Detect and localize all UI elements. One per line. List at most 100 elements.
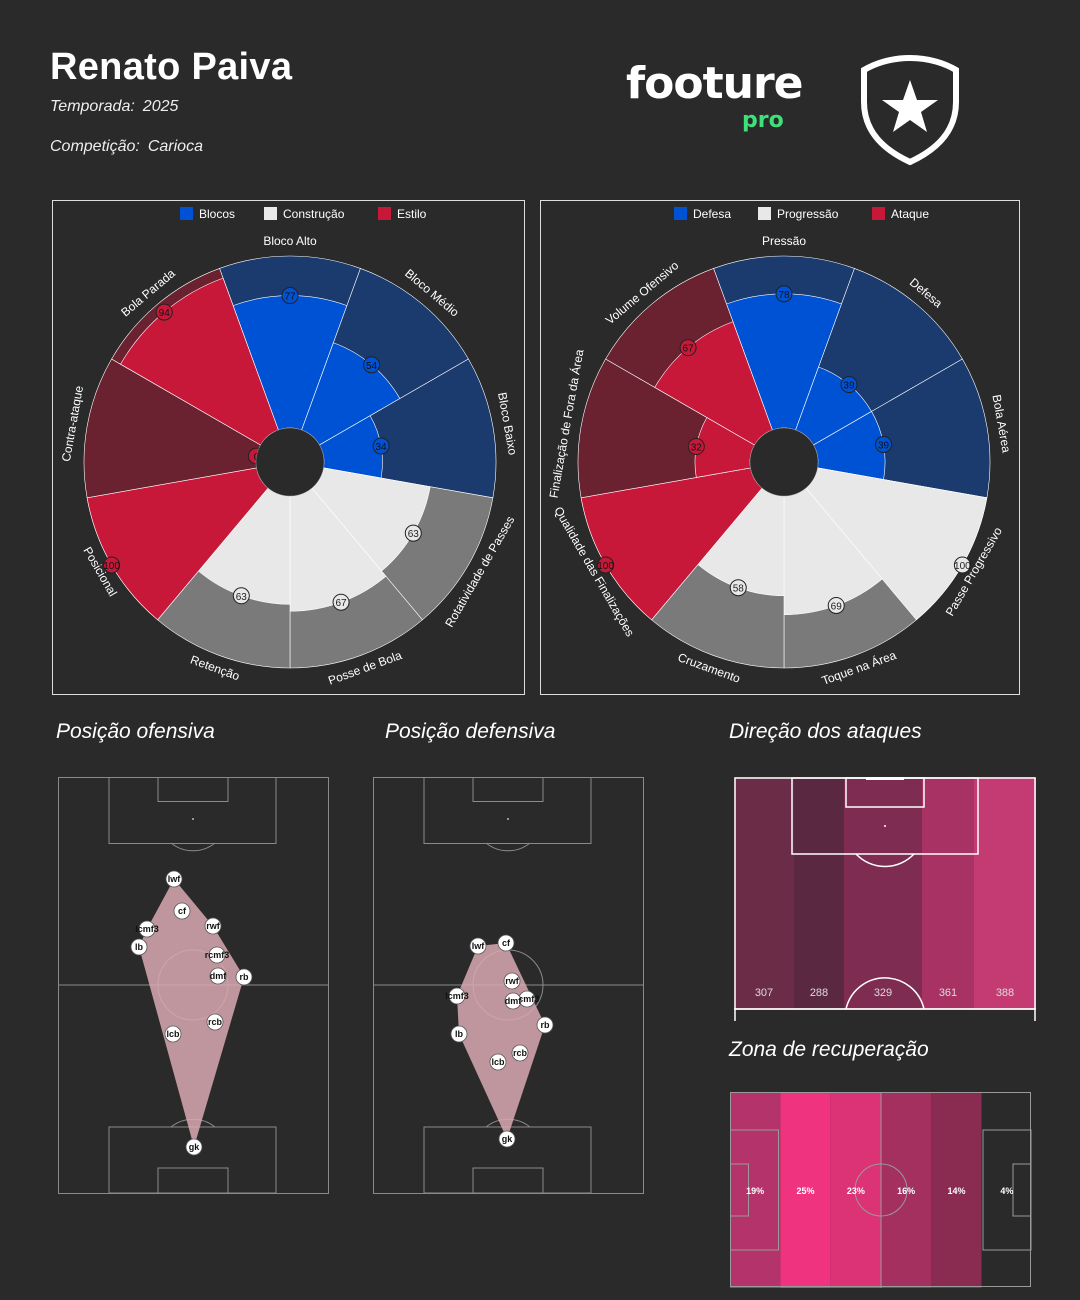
legend-swatch [378, 207, 391, 220]
top-penalty-box [423, 777, 592, 844]
legend-swatch [180, 207, 193, 220]
player-dot [130, 938, 148, 956]
player-label: rwf [206, 921, 221, 931]
legend-label: Estilo [397, 207, 427, 221]
logo-sub: pro [742, 108, 784, 133]
attack-center-arc [845, 977, 925, 1010]
polar-hub [749, 427, 819, 497]
player-dot [448, 987, 466, 1005]
bottom-goal-box [472, 1167, 544, 1194]
player-dot [165, 870, 183, 888]
value-badge [729, 579, 747, 597]
category-label: Bola Aérea [989, 394, 1013, 455]
polar-chart-2-panel: Defesa Progressão Ataque 78 Pressão 39 Defesa 3… [540, 200, 1020, 695]
attack-lane [734, 777, 794, 1009]
recovery-zone [981, 1092, 1032, 1288]
lane-value: 329 [874, 987, 892, 999]
player-dot [235, 968, 253, 986]
player-label: rwf [505, 976, 520, 986]
player-dot [536, 1016, 554, 1034]
player-dot [204, 917, 222, 935]
attack-top-arc [855, 853, 915, 868]
value-label: 34 [376, 442, 388, 453]
club-crest-icon [861, 54, 959, 166]
footure-logo: footure pro [626, 62, 803, 134]
attack-direction-chart: 307 288 329 361 388 [734, 777, 1036, 1021]
offensive-pitch: lwf cf rwf lcmf3 lb rcmf3 dmf rb rcb lcb gk [58, 777, 329, 1194]
value-label: 63 [408, 529, 420, 540]
player-label: rcmf3 [515, 994, 540, 1004]
legend-swatch [758, 207, 771, 220]
attack-direction-title: Direção dos ataques [729, 720, 922, 743]
top-goal-box [472, 777, 544, 802]
value-label: 77 [284, 292, 296, 303]
competition-row: Competição: Carioca [50, 138, 203, 156]
recovery-zone-chart: 19% 25% 23% 16% 14% 4% [730, 1092, 1032, 1288]
recovery-zone [881, 1092, 932, 1288]
value-label: 100 [597, 561, 614, 572]
player-label: rcb [208, 1017, 223, 1027]
value-badge [953, 556, 971, 574]
recovery-value: 16% [897, 1186, 915, 1196]
attack-lane [922, 777, 974, 1009]
legend-swatch [674, 207, 687, 220]
player-dot [469, 937, 487, 955]
value-label: 67 [335, 598, 347, 609]
value-label: 69 [831, 601, 843, 612]
player-dot [164, 1025, 182, 1043]
recovery-value: 23% [847, 1186, 865, 1196]
player-label: lb [455, 1029, 464, 1039]
polar-chart-1: Blocos Construção Estilo 77 Bloco Alto 54 Bloc… [59, 207, 520, 688]
recovery-zone [931, 1092, 982, 1288]
player-dot [504, 992, 522, 1010]
team-shape [139, 879, 244, 1147]
polar-chart-1-panel: Blocos Construção Estilo 77 Bloco Alto 54 Bloc… [52, 200, 525, 695]
value-badge [232, 587, 250, 605]
player-label: lb [135, 942, 144, 952]
player-label: rb [541, 1020, 551, 1030]
polar-hub [255, 427, 325, 497]
legend-swatch [264, 207, 277, 220]
category-label: Contra-ataque [59, 384, 86, 462]
value-label: 32 [691, 443, 703, 454]
top-arc [170, 842, 216, 852]
top-goal-box [157, 777, 229, 802]
category-label: Bloco Alto [263, 234, 317, 248]
value-label: 100 [103, 561, 120, 572]
recovery-value: 25% [796, 1186, 814, 1196]
legend: Blocos Construção Estilo [180, 207, 427, 221]
lane-value: 361 [939, 987, 957, 999]
lane-value: 388 [996, 987, 1014, 999]
value-label: 39 [878, 440, 890, 451]
player-dot [498, 1130, 516, 1148]
top-arc [485, 842, 531, 852]
player-label: lcmf3 [445, 991, 469, 1001]
player-label: dmf [210, 971, 228, 981]
player-label: gk [189, 1142, 200, 1152]
player-label: gk [502, 1134, 513, 1144]
value-label: 94 [159, 308, 171, 319]
player-label: rcmf3 [205, 950, 230, 960]
penalty-spot [192, 818, 194, 820]
value-badge [875, 435, 893, 453]
value-badge [679, 339, 697, 357]
value-badge [687, 438, 705, 456]
recovery-value: 19% [746, 1186, 764, 1196]
value-badge [281, 287, 299, 305]
player-dot [209, 967, 227, 985]
competition-value: Carioca [147, 138, 203, 155]
category-label: Pressão [762, 234, 806, 248]
attack-lane [974, 777, 1036, 1009]
value-badge [332, 593, 350, 611]
bottom-goal-box [157, 1167, 229, 1194]
competition-label: Competição: [50, 138, 140, 155]
value-badge [372, 437, 390, 455]
player-dot [173, 902, 191, 920]
value-label: 67 [683, 344, 695, 355]
polar-chart-2: Defesa Progressão Ataque 78 Pressão 39 Defesa 3… [546, 207, 1014, 688]
player-label: rcb [513, 1048, 528, 1058]
value-label: 39 [843, 381, 855, 392]
lane-value: 288 [810, 987, 828, 999]
lane-value: 307 [755, 987, 773, 999]
